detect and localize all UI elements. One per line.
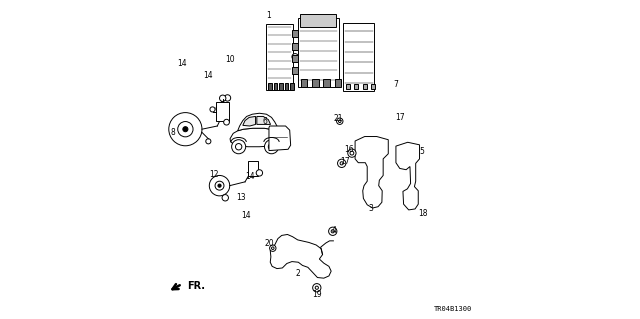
Bar <box>298 18 339 87</box>
Bar <box>363 84 367 89</box>
Circle shape <box>337 118 343 124</box>
Circle shape <box>183 127 188 132</box>
Circle shape <box>269 245 276 251</box>
Bar <box>301 79 307 87</box>
Bar <box>285 83 289 90</box>
Polygon shape <box>355 137 388 208</box>
Bar <box>371 84 375 89</box>
Circle shape <box>178 122 193 137</box>
Circle shape <box>224 95 230 101</box>
Circle shape <box>206 139 211 144</box>
Circle shape <box>268 144 275 150</box>
Circle shape <box>313 284 321 292</box>
Circle shape <box>223 119 229 125</box>
Text: 13: 13 <box>236 193 246 202</box>
Text: FR.: FR. <box>187 281 205 292</box>
Circle shape <box>339 120 341 122</box>
Bar <box>300 14 336 27</box>
Text: 14: 14 <box>245 172 255 181</box>
Circle shape <box>236 144 242 150</box>
Text: 14: 14 <box>203 71 212 80</box>
Bar <box>292 30 298 37</box>
Circle shape <box>209 175 230 196</box>
Bar <box>248 161 258 176</box>
Text: 21: 21 <box>333 114 343 122</box>
Bar <box>323 79 330 87</box>
Text: 16: 16 <box>344 145 353 154</box>
Circle shape <box>232 140 246 154</box>
Text: 5: 5 <box>419 147 424 156</box>
Circle shape <box>210 107 215 112</box>
Text: 6: 6 <box>262 117 268 126</box>
Text: 1: 1 <box>267 11 271 20</box>
Bar <box>292 67 298 74</box>
Bar <box>279 83 283 90</box>
Bar <box>216 102 229 121</box>
Circle shape <box>328 227 337 235</box>
Circle shape <box>331 230 334 233</box>
Circle shape <box>337 159 346 167</box>
Bar <box>312 79 319 87</box>
Text: 19: 19 <box>312 290 322 299</box>
Circle shape <box>215 181 224 190</box>
Bar <box>292 55 298 62</box>
Bar <box>355 84 358 89</box>
Text: 8: 8 <box>170 128 175 137</box>
Polygon shape <box>237 113 277 131</box>
Text: 3: 3 <box>369 204 374 213</box>
Bar <box>335 79 341 87</box>
Circle shape <box>216 106 221 111</box>
Text: 4: 4 <box>332 226 337 235</box>
Text: TR04B1300: TR04B1300 <box>434 306 472 312</box>
Polygon shape <box>396 142 420 210</box>
Text: 17: 17 <box>340 157 349 166</box>
Bar <box>292 42 298 49</box>
Text: 17: 17 <box>395 113 404 122</box>
Text: 12: 12 <box>209 170 219 179</box>
Bar <box>266 24 292 90</box>
Circle shape <box>271 247 274 249</box>
Circle shape <box>340 162 343 165</box>
Circle shape <box>218 184 221 187</box>
Text: 7: 7 <box>394 80 398 89</box>
Polygon shape <box>270 234 331 278</box>
Circle shape <box>222 195 228 201</box>
Circle shape <box>350 151 354 155</box>
Bar <box>290 83 294 90</box>
Polygon shape <box>257 116 271 124</box>
Circle shape <box>169 113 202 146</box>
Text: 20: 20 <box>265 239 275 248</box>
Circle shape <box>348 149 356 157</box>
Polygon shape <box>269 126 291 151</box>
Bar <box>268 83 272 90</box>
Circle shape <box>292 54 298 60</box>
Bar <box>346 84 350 89</box>
Bar <box>343 23 374 91</box>
Circle shape <box>316 286 319 289</box>
Text: 10: 10 <box>225 56 235 64</box>
Circle shape <box>264 140 278 154</box>
Circle shape <box>256 170 262 176</box>
Text: 14: 14 <box>177 59 187 68</box>
Polygon shape <box>230 128 279 147</box>
Bar <box>273 83 277 90</box>
Text: 14: 14 <box>241 211 251 220</box>
Circle shape <box>220 95 226 101</box>
Polygon shape <box>243 116 255 126</box>
Text: 2: 2 <box>295 269 300 278</box>
Text: 18: 18 <box>419 209 428 218</box>
